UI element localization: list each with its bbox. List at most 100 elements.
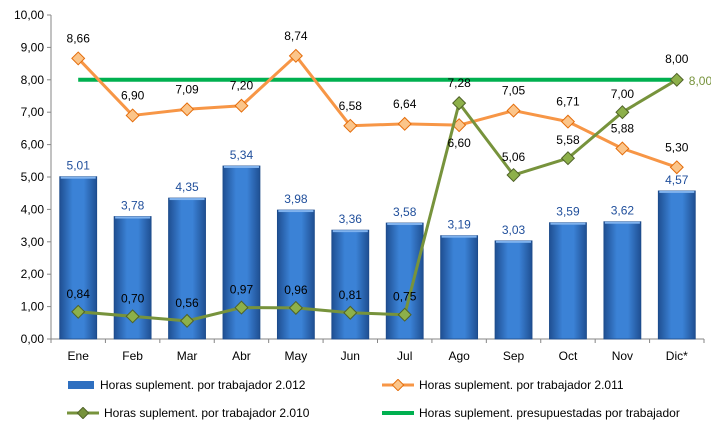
line-2010-data-label: 0,70 xyxy=(121,291,145,305)
x-tick-label: Feb xyxy=(122,349,143,363)
bar-highlight xyxy=(60,176,96,179)
line-2010-data-label: 5,06 xyxy=(502,150,526,164)
bar-highlight xyxy=(278,210,314,213)
bar-data-label: 3,03 xyxy=(502,223,526,237)
marker-2011 xyxy=(506,103,521,118)
bar-highlight xyxy=(550,222,586,225)
bar-data-label: 3,62 xyxy=(611,204,635,218)
axes: 0,00 1,00 2,00 3,00 4,00 5,00 6,00 7,00 8,00 9,00… xyxy=(14,8,705,363)
line-2010 xyxy=(78,78,678,323)
line-series xyxy=(71,48,684,328)
x-tick-label: Ene xyxy=(68,349,90,363)
bar-data-label: 4,57 xyxy=(665,173,689,187)
line-2010-data-label: 0,96 xyxy=(284,283,308,297)
x-tick-label: Mar xyxy=(177,349,198,363)
bar-data-label: 3,98 xyxy=(284,192,308,206)
x-tick-label: Oct xyxy=(559,349,578,363)
bar xyxy=(549,222,587,340)
y-tick-label: 5,00 xyxy=(21,170,45,184)
line-2010-data-label: 7,28 xyxy=(447,76,471,90)
x-tick-label: May xyxy=(285,349,308,363)
line-2010-data-label: 0,81 xyxy=(339,288,363,302)
marker-2010 xyxy=(615,105,630,120)
marker-2011 xyxy=(71,51,86,66)
marker-2010 xyxy=(397,307,412,322)
bar xyxy=(603,221,642,340)
x-tick-label: Jun xyxy=(341,349,360,363)
line-2011-data-label: 8,66 xyxy=(67,31,91,45)
marker-2010 xyxy=(343,305,358,320)
line-2010-data-label: 8,00 xyxy=(665,52,689,66)
y-tick-label: 7,00 xyxy=(21,105,45,119)
marker-2011 xyxy=(179,102,195,117)
y-tick-label: 6,00 xyxy=(21,138,45,152)
marker-2011 xyxy=(560,114,576,129)
line-2011-data-label: 5,30 xyxy=(665,140,689,154)
x-tick-label: Ago xyxy=(448,349,470,363)
bar-highlight xyxy=(604,221,640,224)
bar-highlight xyxy=(387,223,423,226)
marker-2011 xyxy=(288,48,303,63)
bar xyxy=(657,190,696,340)
line-2010-data-label: 7,00 xyxy=(611,87,635,101)
marker-2010 xyxy=(179,313,195,328)
bar-data-label: 3,58 xyxy=(393,205,417,219)
y-tick-label: 9,00 xyxy=(21,40,45,54)
bar-data-label: 5,34 xyxy=(230,148,254,162)
line-2010-data-label: 5,58 xyxy=(556,133,580,147)
line-2011-data-label: 5,88 xyxy=(611,121,635,135)
marker-2011 xyxy=(234,98,249,113)
bar xyxy=(440,235,479,340)
marker-2010 xyxy=(560,151,576,166)
bar-data-label: 5,01 xyxy=(67,159,91,173)
bar-highlight xyxy=(332,230,368,233)
bar-highlight xyxy=(223,165,259,168)
bar-data-label: 3,19 xyxy=(447,218,471,232)
marker-2010 xyxy=(506,167,521,183)
line-2010-data-label: 0,75 xyxy=(393,290,417,304)
bar-data-label: 3,59 xyxy=(556,205,580,219)
x-tick-label: Abr xyxy=(232,349,251,363)
marker-2011 xyxy=(343,118,358,133)
y-tick-label: 1,00 xyxy=(21,300,45,314)
line-2011-data-label: 6,64 xyxy=(393,97,417,111)
bar xyxy=(276,209,315,340)
x-tick-label: Sep xyxy=(503,349,525,363)
bar xyxy=(494,240,533,340)
y-tick-label: 0,00 xyxy=(21,332,45,346)
marker-2010 xyxy=(71,304,86,319)
line-2011-data-label: 6,71 xyxy=(556,95,580,109)
marker-2010 xyxy=(288,300,303,315)
line-2010-data-label: 0,56 xyxy=(175,296,199,310)
bar-highlight xyxy=(169,198,205,201)
marker-2010 xyxy=(669,72,684,87)
line-2011-data-label: 6,58 xyxy=(339,99,363,113)
y-tick-label: 8,00 xyxy=(21,73,45,87)
line-2011-data-label: 6,90 xyxy=(121,88,145,102)
marker-2011 xyxy=(452,118,467,133)
x-tick-label: Nov xyxy=(612,349,633,363)
x-tick-label: Jul xyxy=(397,349,412,363)
line-2011 xyxy=(77,54,678,169)
budget-data-label: 8,00 xyxy=(689,74,711,88)
bar-highlight xyxy=(496,240,532,243)
x-tick-label: Dic* xyxy=(666,349,688,363)
marker-2010 xyxy=(452,96,467,111)
bar-highlight xyxy=(659,190,695,193)
line-2011-data-label: 7,09 xyxy=(175,82,199,96)
bar-series xyxy=(59,165,696,340)
bar-highlight xyxy=(441,235,477,238)
y-tick-label: 10,00 xyxy=(14,8,44,22)
bar-data-label: 4,35 xyxy=(175,180,199,194)
line-2011-data-label: 7,20 xyxy=(230,79,254,93)
bar-data-label: 3,78 xyxy=(121,199,145,213)
marker-2010 xyxy=(234,300,249,315)
marker-2011 xyxy=(397,116,412,131)
y-tick-label: 3,00 xyxy=(21,235,45,249)
bar-highlight xyxy=(115,216,151,219)
y-tick-label: 2,00 xyxy=(21,267,45,281)
marker-2010 xyxy=(125,309,140,324)
marker-2011 xyxy=(669,160,684,175)
y-tick-label: 4,00 xyxy=(21,202,45,216)
